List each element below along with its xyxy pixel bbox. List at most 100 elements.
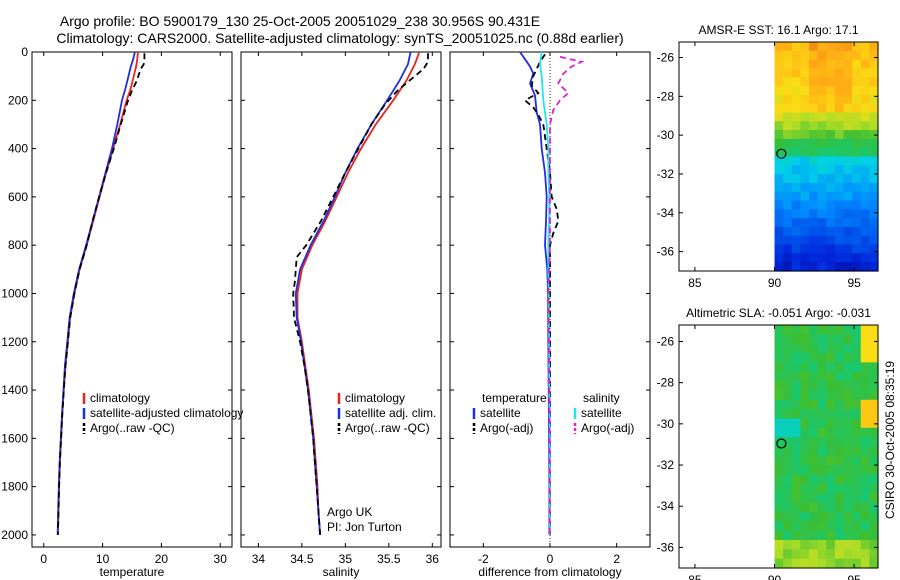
heatmap-cell (860, 362, 870, 373)
heatmap-cell (834, 112, 845, 122)
heatmap-cell (791, 493, 801, 504)
heatmap-cell (869, 86, 879, 96)
heatmap-cell (817, 511, 827, 522)
heatmap-cell (869, 493, 879, 504)
axes-frame (31, 51, 233, 548)
heatmap-cell (860, 218, 870, 228)
heatmap-cell (791, 474, 801, 485)
heatmap-cell (800, 147, 810, 158)
heatmap-cell (869, 530, 879, 541)
heatmap-cell (869, 121, 879, 131)
heatmap-cell (852, 165, 862, 175)
y-tick-label: 1600 (1, 431, 28, 445)
heatmap-cell (860, 343, 870, 354)
heatmap-cell (817, 558, 827, 569)
heatmap-cell (774, 130, 784, 140)
heatmap-cell (834, 343, 845, 354)
heatmap-cell (800, 493, 810, 504)
heatmap-cell (860, 493, 870, 504)
x-tick-label: 0 (547, 552, 554, 566)
heatmap-cell (800, 86, 810, 96)
heatmap-cell (783, 465, 793, 476)
heatmap-cell (852, 121, 862, 131)
heatmap-cell (774, 353, 784, 363)
heatmap-cell (800, 121, 810, 131)
heatmap-cell (809, 549, 819, 560)
heatmap-cell (809, 200, 819, 210)
heatmap-cell (860, 502, 870, 513)
heatmap-cell (869, 200, 879, 210)
heatmap-cell (774, 138, 784, 149)
heatmap-cell (809, 156, 819, 166)
heatmap-cell (783, 343, 793, 354)
heatmap-cell (826, 138, 836, 149)
heatmap-cell (774, 253, 784, 263)
heatmap-cell (826, 474, 836, 485)
heatmap-cell (800, 343, 810, 354)
series-argo-raw-qc- (57, 53, 146, 535)
heatmap-cell (791, 59, 801, 70)
legend-label: Argo(..raw -QC) (90, 421, 175, 435)
heatmap-cell (774, 156, 784, 166)
heatmap-cell (852, 156, 862, 166)
heatmap-cell (783, 521, 793, 532)
heatmap-cell (826, 50, 836, 61)
heatmap-cell (843, 244, 853, 254)
heatmap-cell (860, 174, 870, 184)
heatmap-cell (783, 112, 793, 122)
heatmap-cell (834, 68, 845, 78)
heatmap-cell (809, 483, 819, 494)
heatmap-cell (860, 390, 870, 401)
heatmap-cell (826, 455, 836, 466)
heatmap-cell (817, 253, 827, 263)
heatmap-cell (783, 334, 793, 345)
heatmap-cell (860, 77, 870, 87)
argo-position-marker (776, 148, 787, 159)
heatmap-cell (852, 147, 862, 158)
heatmap-cell (834, 558, 845, 569)
series-satellite-adjusted-climatology (56, 51, 136, 535)
heatmap-cell (809, 511, 819, 522)
heatmap-cell (826, 235, 836, 246)
heatmap-cell (800, 262, 810, 272)
heatmap-cell (869, 558, 879, 569)
legend-heading: temperature (482, 391, 547, 405)
heatmap-cell (869, 353, 879, 363)
heatmap-cell (783, 325, 793, 335)
heatmap-cell (809, 446, 819, 457)
heatmap-cell (834, 262, 845, 272)
heatmap-cell (860, 558, 870, 569)
heatmap-cell (809, 353, 819, 363)
heatmap-cell (800, 362, 810, 373)
heatmap-cell (800, 103, 810, 114)
heatmap-cell (869, 549, 879, 560)
heatmap-cell (834, 521, 845, 532)
heatmap-cell (774, 493, 784, 504)
heatmap-cell (791, 156, 801, 166)
heatmap-cell (791, 50, 801, 61)
heatmap-cell (791, 437, 801, 448)
heatmap-cell (834, 156, 845, 166)
heatmap-cell (774, 191, 784, 202)
side-timestamp: CSIRO 30-Oct-2005 08:35:19 (883, 361, 897, 519)
heatmap-cell (809, 138, 819, 149)
heatmap-cell (774, 165, 784, 175)
heatmap-cell (826, 549, 836, 560)
heatmap-cell (852, 399, 862, 410)
heatmap-cell (809, 130, 819, 140)
heatmap-cell (843, 558, 853, 569)
heatmap-cell (860, 418, 870, 429)
heatmap-cell (826, 226, 836, 237)
heatmap-cell (869, 511, 879, 522)
heatmap-cell (834, 165, 845, 175)
heatmap-cell (869, 103, 879, 114)
heatmap-cell (809, 409, 819, 420)
heatmap-cell (817, 147, 827, 158)
heatmap-cell (852, 130, 862, 140)
heatmap-cell (783, 94, 793, 105)
heatmap-cell (869, 362, 879, 373)
heatmap-cell (852, 446, 862, 457)
heatmap-cell (843, 446, 853, 457)
